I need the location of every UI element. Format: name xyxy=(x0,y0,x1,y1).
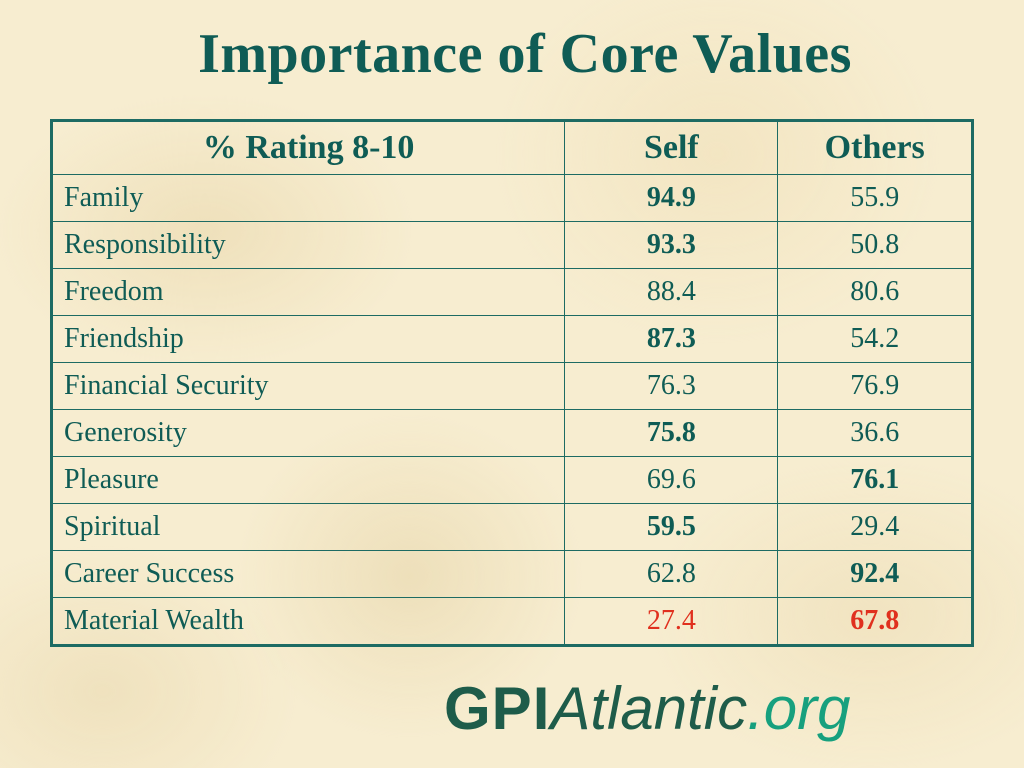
table-row: Financial Security 76.3 76.9 xyxy=(50,362,973,410)
row-self-value: 88.4 xyxy=(564,268,779,316)
table-row: Pleasure 69.6 76.1 xyxy=(50,456,973,504)
row-self-value: 59.5 xyxy=(564,503,779,551)
row-others-value: 76.9 xyxy=(777,362,973,410)
logo-atlantic: Atlantic xyxy=(550,675,748,742)
row-self-value: 94.9 xyxy=(564,174,779,222)
row-self-value: 93.3 xyxy=(564,221,779,269)
row-others-value: 55.9 xyxy=(777,174,973,222)
row-self-value: 69.6 xyxy=(564,456,779,504)
row-others-value: 76.1 xyxy=(777,456,973,504)
core-values-table: % Rating 8-10 Self Others Family 94.9 55.9… xyxy=(50,119,974,647)
header-rating: % Rating 8-10 xyxy=(50,120,566,175)
table-row: Material Wealth 27.4 67.8 xyxy=(50,597,973,646)
row-self-value: 27.4 xyxy=(564,597,779,646)
logo-gpi: GPI xyxy=(444,675,551,742)
row-label: Family xyxy=(50,174,566,222)
header-others: Others xyxy=(777,120,973,175)
row-self-value: 62.8 xyxy=(564,550,779,598)
gpi-atlantic-logo: GPI Atlantic .org xyxy=(444,663,851,743)
table-row: Family 94.9 55.9 xyxy=(50,174,973,222)
table-row: Freedom 88.4 80.6 xyxy=(50,268,973,316)
table-row: Friendship 87.3 54.2 xyxy=(50,315,973,363)
table-row: Generosity 75.8 36.6 xyxy=(50,409,973,457)
row-others-value: 80.6 xyxy=(777,268,973,316)
table-row: Spiritual 59.5 29.4 xyxy=(50,503,973,551)
row-others-value: 92.4 xyxy=(777,550,973,598)
table-row: Responsibility 93.3 50.8 xyxy=(50,221,973,269)
slide-title: Importance of Core Values xyxy=(198,23,852,85)
row-label: Career Success xyxy=(50,550,566,598)
row-label: Pleasure xyxy=(50,456,566,504)
table-row: Career Success 62.8 92.4 xyxy=(50,550,973,598)
row-others-value: 36.6 xyxy=(777,409,973,457)
row-label: Freedom xyxy=(50,268,566,316)
logo-org: .org xyxy=(747,675,851,742)
row-label: Spiritual xyxy=(50,503,566,551)
table-header-row: % Rating 8-10 Self Others xyxy=(50,120,973,175)
row-others-value: 67.8 xyxy=(777,597,973,646)
row-others-value: 50.8 xyxy=(777,221,973,269)
row-self-value: 75.8 xyxy=(564,409,779,457)
row-others-value: 29.4 xyxy=(777,503,973,551)
row-label: Friendship xyxy=(50,315,566,363)
header-self: Self xyxy=(564,120,779,175)
row-label: Financial Security xyxy=(50,362,566,410)
row-label: Material Wealth xyxy=(50,597,566,646)
row-self-value: 87.3 xyxy=(564,315,779,363)
row-label: Generosity xyxy=(50,409,566,457)
row-label: Responsibility xyxy=(50,221,566,269)
row-self-value: 76.3 xyxy=(564,362,779,410)
row-others-value: 54.2 xyxy=(777,315,973,363)
